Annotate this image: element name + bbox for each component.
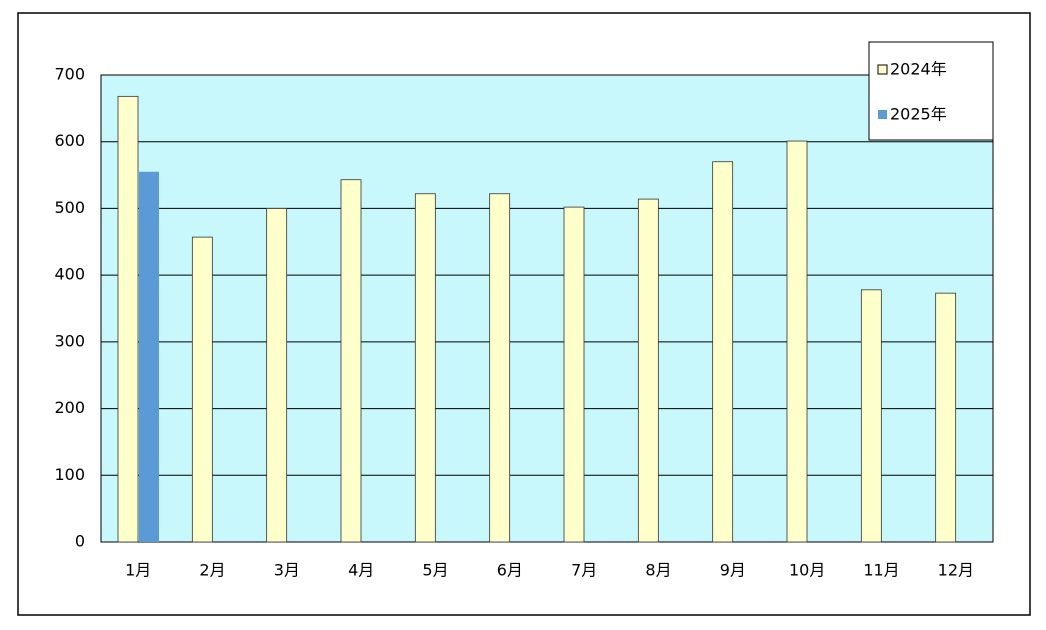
bar <box>266 208 288 543</box>
y-tick-label: 200 <box>54 398 85 417</box>
y-tick-label: 700 <box>54 65 85 84</box>
bar <box>637 198 659 543</box>
x-tick-label: 5月 <box>422 561 448 580</box>
x-tick-label: 7月 <box>571 561 597 580</box>
bar <box>414 193 436 543</box>
y-tick-label: 400 <box>54 265 85 284</box>
bar <box>786 140 808 543</box>
x-tick-label: 9月 <box>720 561 746 580</box>
y-tick-label: 0 <box>75 532 85 551</box>
legend-swatch <box>878 110 887 119</box>
y-tick-label: 500 <box>54 198 85 217</box>
legend-label: 2024年 <box>890 60 947 79</box>
bar <box>563 206 585 543</box>
bar <box>191 236 213 543</box>
x-tick-label: 3月 <box>274 561 300 580</box>
y-tick-label: 300 <box>54 331 85 350</box>
legend-swatch <box>877 64 888 75</box>
x-tick-label: 11月 <box>863 561 899 580</box>
x-tick-label: 2月 <box>199 561 225 580</box>
bar <box>712 161 734 543</box>
y-tick-label: 600 <box>54 131 85 150</box>
bar <box>860 289 882 543</box>
x-tick-label: 4月 <box>348 561 374 580</box>
y-tick-label: 100 <box>54 465 85 484</box>
x-tick-label: 8月 <box>645 561 671 580</box>
bar <box>340 179 362 543</box>
x-tick-label: 12月 <box>938 561 974 580</box>
x-tick-label: 10月 <box>789 561 825 580</box>
x-tick-label: 1月 <box>125 561 151 580</box>
bar <box>139 171 159 542</box>
bar <box>489 193 511 543</box>
bar <box>117 95 139 543</box>
plot-area <box>100 74 994 543</box>
legend-label: 2025年 <box>890 105 947 124</box>
legend-box <box>868 41 994 141</box>
x-tick-label: 6月 <box>497 561 523 580</box>
bar <box>935 292 957 543</box>
